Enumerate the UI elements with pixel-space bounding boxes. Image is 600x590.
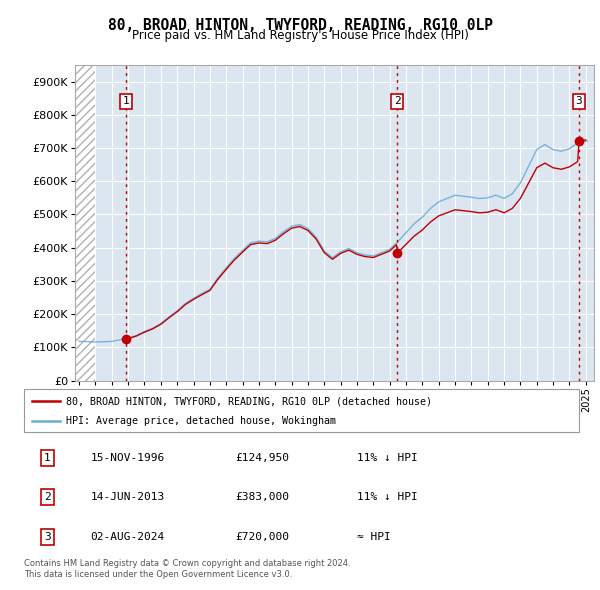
Text: HPI: Average price, detached house, Wokingham: HPI: Average price, detached house, Woki… [65, 417, 335, 426]
Text: 80, BROAD HINTON, TWYFORD, READING, RG10 0LP (detached house): 80, BROAD HINTON, TWYFORD, READING, RG10… [65, 396, 431, 407]
Text: ≈ HPI: ≈ HPI [357, 532, 391, 542]
Text: 02-AUG-2024: 02-AUG-2024 [91, 532, 165, 542]
Text: 11% ↓ HPI: 11% ↓ HPI [357, 492, 418, 502]
Text: 1: 1 [44, 453, 50, 463]
Text: 2: 2 [394, 96, 400, 106]
Text: £720,000: £720,000 [235, 532, 289, 542]
Text: 15-NOV-1996: 15-NOV-1996 [91, 453, 165, 463]
Text: 3: 3 [575, 96, 583, 106]
Text: Contains HM Land Registry data © Crown copyright and database right 2024.
This d: Contains HM Land Registry data © Crown c… [24, 559, 350, 579]
Text: Price paid vs. HM Land Registry's House Price Index (HPI): Price paid vs. HM Land Registry's House … [131, 30, 469, 42]
Text: 11% ↓ HPI: 11% ↓ HPI [357, 453, 418, 463]
Text: £383,000: £383,000 [235, 492, 289, 502]
Text: £124,950: £124,950 [235, 453, 289, 463]
FancyBboxPatch shape [24, 389, 579, 432]
Text: 3: 3 [44, 532, 50, 542]
Text: 80, BROAD HINTON, TWYFORD, READING, RG10 0LP: 80, BROAD HINTON, TWYFORD, READING, RG10… [107, 18, 493, 32]
Text: 14-JUN-2013: 14-JUN-2013 [91, 492, 165, 502]
Text: 1: 1 [123, 96, 130, 106]
Text: 2: 2 [44, 492, 50, 502]
